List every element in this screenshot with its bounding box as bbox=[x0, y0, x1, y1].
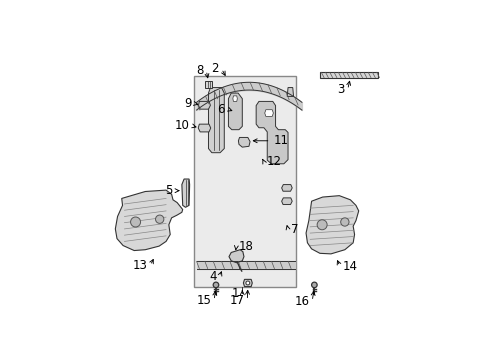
Text: 16: 16 bbox=[294, 295, 309, 308]
Circle shape bbox=[317, 220, 326, 230]
Text: 10: 10 bbox=[174, 119, 189, 132]
Polygon shape bbox=[281, 185, 292, 191]
Circle shape bbox=[340, 218, 348, 226]
Polygon shape bbox=[198, 102, 210, 109]
Text: 5: 5 bbox=[165, 184, 172, 197]
Polygon shape bbox=[305, 195, 358, 254]
Polygon shape bbox=[243, 279, 252, 287]
Text: 1: 1 bbox=[231, 287, 239, 300]
Polygon shape bbox=[228, 250, 244, 263]
Polygon shape bbox=[319, 72, 377, 77]
Circle shape bbox=[155, 215, 163, 223]
Text: 18: 18 bbox=[239, 240, 253, 253]
Polygon shape bbox=[208, 87, 224, 153]
Circle shape bbox=[245, 281, 249, 285]
Bar bbox=[193, 76, 296, 287]
Text: 4: 4 bbox=[209, 270, 216, 283]
Text: 8: 8 bbox=[196, 64, 203, 77]
Text: 13: 13 bbox=[132, 259, 147, 272]
Polygon shape bbox=[264, 110, 273, 116]
Text: 6: 6 bbox=[217, 103, 224, 116]
Polygon shape bbox=[204, 81, 211, 87]
Text: 11: 11 bbox=[273, 134, 288, 147]
Polygon shape bbox=[182, 179, 189, 207]
Text: 2: 2 bbox=[211, 62, 218, 75]
Text: 3: 3 bbox=[337, 83, 344, 96]
Text: 14: 14 bbox=[342, 260, 357, 273]
Polygon shape bbox=[115, 190, 183, 251]
Polygon shape bbox=[281, 198, 292, 204]
Polygon shape bbox=[286, 87, 293, 96]
Polygon shape bbox=[198, 124, 210, 132]
Circle shape bbox=[311, 282, 317, 288]
Polygon shape bbox=[256, 102, 287, 164]
Text: 15: 15 bbox=[196, 294, 211, 307]
Polygon shape bbox=[232, 96, 237, 102]
Text: 7: 7 bbox=[290, 223, 298, 236]
Polygon shape bbox=[228, 93, 242, 130]
Circle shape bbox=[130, 217, 140, 227]
Polygon shape bbox=[238, 138, 249, 147]
Text: 9: 9 bbox=[184, 97, 191, 110]
Text: 17: 17 bbox=[229, 294, 244, 307]
Text: 12: 12 bbox=[266, 156, 281, 168]
Circle shape bbox=[213, 282, 218, 288]
